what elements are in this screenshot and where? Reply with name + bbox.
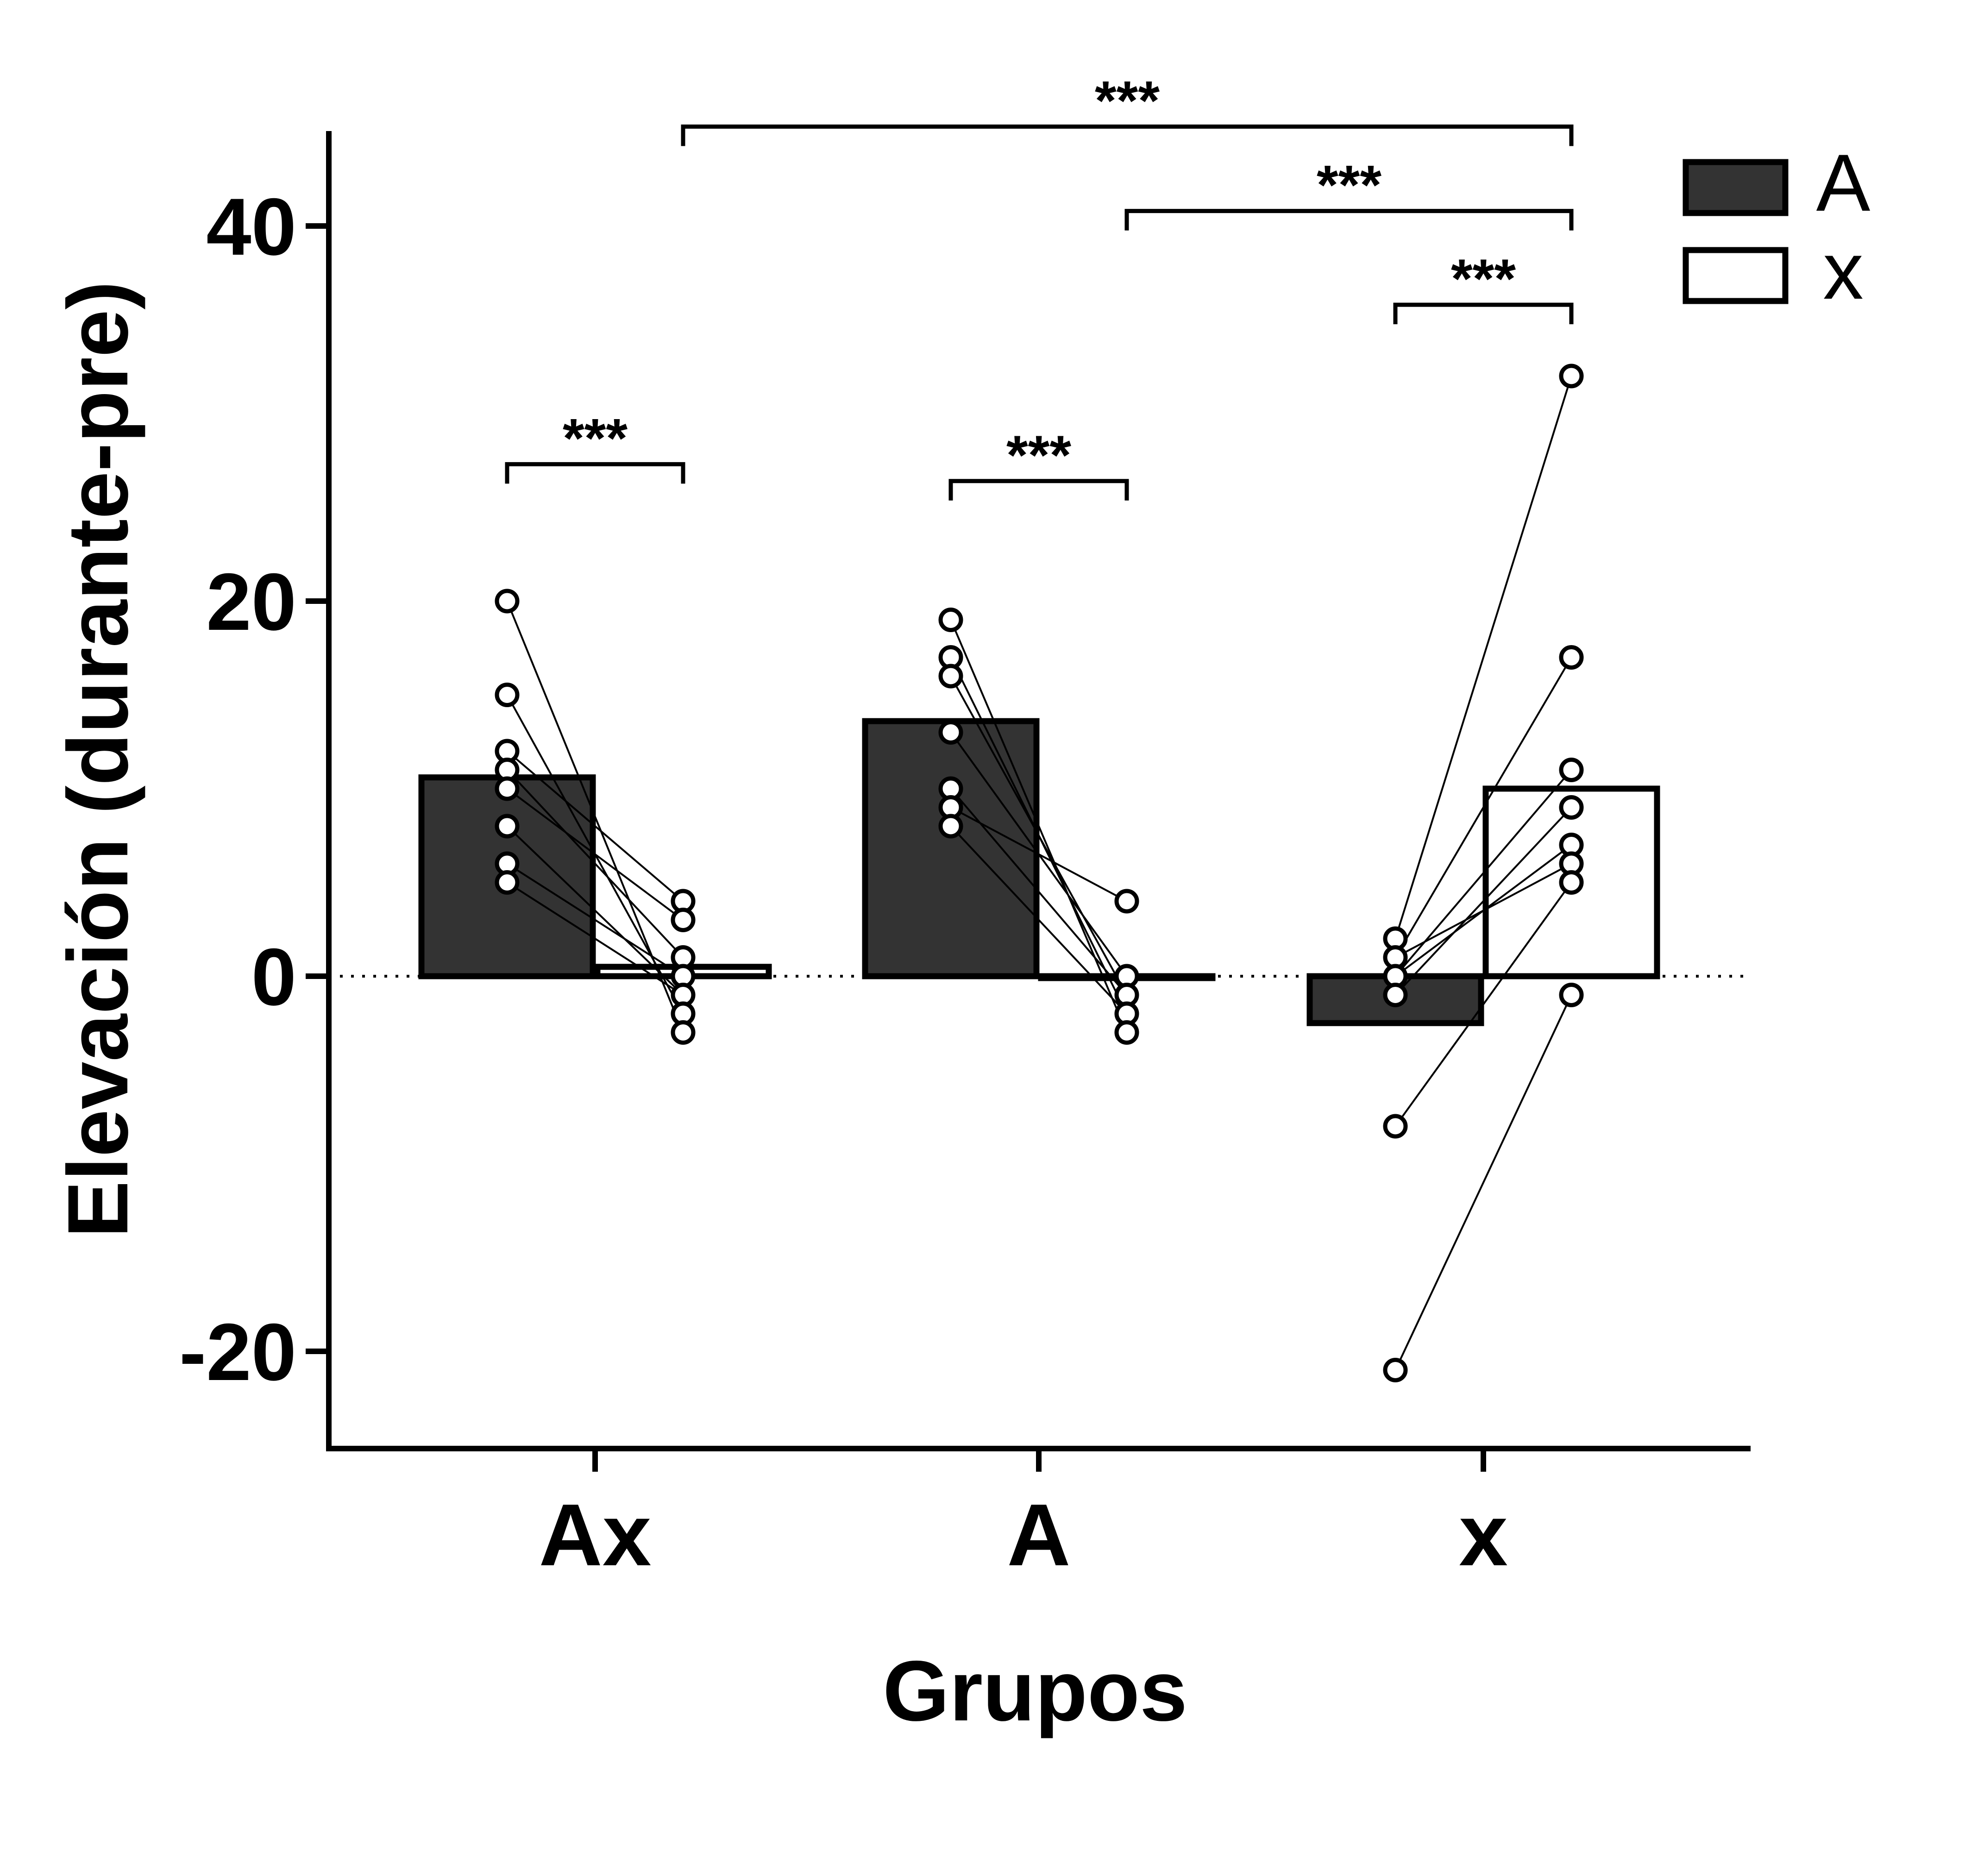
data-point bbox=[1559, 983, 1584, 1007]
data-point bbox=[1383, 1358, 1408, 1382]
paired-line bbox=[1395, 863, 1572, 959]
paired-line bbox=[950, 806, 1127, 902]
data-point bbox=[1559, 645, 1584, 670]
paired-line bbox=[1394, 882, 1572, 1127]
y-tick-label: 40 bbox=[206, 182, 296, 272]
legend-swatch bbox=[1683, 247, 1789, 304]
x-axis-title: Grupos bbox=[883, 1644, 1187, 1739]
y-tick-label: 0 bbox=[251, 932, 296, 1023]
data-point bbox=[1114, 1020, 1139, 1045]
data-point bbox=[1559, 364, 1584, 389]
paired-line bbox=[506, 881, 684, 996]
data-point bbox=[671, 908, 696, 932]
data-point bbox=[1383, 1114, 1408, 1139]
data-point bbox=[1559, 795, 1584, 820]
paired-line bbox=[1394, 807, 1572, 996]
paired-line bbox=[950, 676, 1128, 996]
data-point bbox=[671, 1020, 696, 1045]
data-point bbox=[495, 589, 520, 614]
paired-line bbox=[1394, 657, 1572, 958]
data-point bbox=[495, 776, 520, 801]
paired-line bbox=[506, 750, 684, 902]
paired-line bbox=[950, 619, 1128, 1033]
data-point bbox=[938, 720, 963, 745]
x-tick-label: A bbox=[1007, 1486, 1070, 1584]
significance-bracket bbox=[681, 124, 1574, 146]
x-tick-label: x bbox=[1459, 1486, 1508, 1584]
significance-label: *** bbox=[1317, 154, 1381, 216]
significance-bracket bbox=[948, 479, 1129, 501]
y-tick-label: 20 bbox=[206, 557, 296, 647]
significance-bracket bbox=[1393, 302, 1574, 325]
paired-line bbox=[506, 825, 684, 996]
legend-label: x bbox=[1823, 226, 1864, 316]
data-point bbox=[495, 683, 520, 707]
significance-label: *** bbox=[1095, 69, 1160, 132]
significance-bracket bbox=[1124, 209, 1574, 231]
data-point bbox=[938, 814, 963, 839]
data-point bbox=[1114, 889, 1139, 914]
significance-label: *** bbox=[1006, 424, 1071, 486]
data-point bbox=[495, 814, 520, 839]
data-point bbox=[1559, 870, 1584, 895]
x-tick-label: Ax bbox=[539, 1486, 652, 1584]
data-point bbox=[938, 608, 963, 632]
bar bbox=[1482, 785, 1660, 979]
y-axis-title: Elevación (durante-pre) bbox=[50, 281, 146, 1238]
points-layer bbox=[495, 364, 1584, 1382]
paired-lines-layer bbox=[506, 376, 1572, 1371]
data-point bbox=[1559, 758, 1584, 782]
y-tick-label: -20 bbox=[179, 1307, 296, 1398]
paired-line bbox=[1394, 376, 1572, 939]
legend-label: A bbox=[1816, 138, 1871, 228]
paired-line bbox=[506, 788, 684, 921]
significance-layer: *** *** *** *** *** bbox=[505, 69, 1574, 501]
paired-line bbox=[1394, 994, 1572, 1371]
data-point bbox=[938, 664, 963, 689]
bar bbox=[862, 718, 1040, 979]
legend-swatch bbox=[1683, 159, 1789, 216]
significance-label: *** bbox=[1451, 248, 1516, 310]
data-point bbox=[495, 870, 520, 895]
significance-label: *** bbox=[563, 407, 628, 469]
significance-bracket bbox=[505, 462, 685, 484]
paired-line bbox=[950, 825, 1128, 1015]
paired-line bbox=[506, 769, 684, 958]
legend: Ax bbox=[1683, 138, 1871, 316]
bars-layer bbox=[418, 718, 1660, 1026]
paired-line bbox=[506, 863, 684, 977]
data-point bbox=[1383, 983, 1408, 1007]
